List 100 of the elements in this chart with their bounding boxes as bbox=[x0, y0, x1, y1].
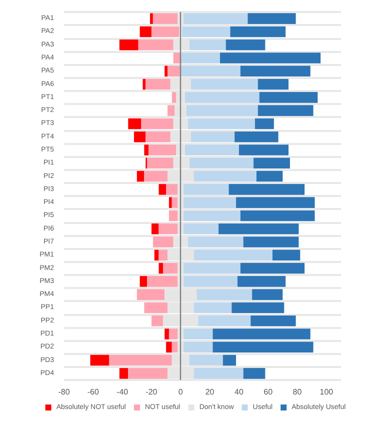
bar bbox=[240, 66, 310, 77]
bar bbox=[212, 328, 310, 340]
bar bbox=[180, 66, 240, 77]
bar bbox=[141, 118, 174, 130]
x-tick-label: 100 bbox=[320, 388, 334, 396]
bar bbox=[142, 78, 146, 90]
bar bbox=[190, 78, 258, 90]
bar bbox=[184, 184, 229, 195]
bar bbox=[220, 52, 321, 64]
bar bbox=[168, 105, 175, 116]
bar bbox=[144, 302, 168, 314]
bar bbox=[182, 26, 230, 38]
bar bbox=[90, 354, 110, 366]
bar bbox=[237, 276, 286, 287]
bar bbox=[240, 262, 305, 274]
bar bbox=[240, 210, 315, 222]
bar bbox=[128, 118, 142, 130]
bar bbox=[158, 184, 166, 195]
bar bbox=[152, 13, 178, 24]
x-tick-label: 20 bbox=[205, 388, 215, 396]
bar bbox=[164, 66, 168, 77]
bar bbox=[168, 66, 181, 77]
bar bbox=[218, 223, 299, 234]
bar bbox=[147, 158, 174, 169]
bar bbox=[196, 289, 252, 300]
bar bbox=[184, 210, 240, 222]
bar bbox=[140, 26, 152, 38]
bar bbox=[222, 354, 236, 366]
bar bbox=[146, 78, 170, 90]
x-tick-label: -20 bbox=[146, 388, 158, 396]
bar bbox=[236, 197, 315, 208]
bar bbox=[119, 39, 138, 50]
bar bbox=[151, 223, 159, 234]
bar bbox=[198, 315, 251, 326]
bar bbox=[168, 210, 178, 222]
bar bbox=[184, 197, 236, 208]
bar bbox=[252, 289, 283, 300]
bar bbox=[184, 342, 213, 353]
bar bbox=[172, 197, 178, 208]
x-tick-label: -80 bbox=[58, 388, 70, 396]
bar bbox=[194, 170, 256, 182]
bar bbox=[134, 131, 146, 142]
bar bbox=[254, 158, 290, 169]
bar bbox=[185, 144, 239, 156]
x-tick-label: 60 bbox=[264, 388, 274, 396]
bar bbox=[109, 354, 172, 366]
bar bbox=[256, 170, 283, 182]
bar bbox=[250, 315, 296, 326]
bar bbox=[184, 328, 213, 340]
bar bbox=[166, 184, 178, 195]
bar bbox=[259, 92, 318, 103]
bar bbox=[189, 354, 223, 366]
bar bbox=[232, 302, 284, 314]
bar bbox=[150, 13, 153, 24]
bar bbox=[243, 368, 266, 379]
bar bbox=[190, 131, 235, 142]
x-tick-label: -40 bbox=[116, 388, 129, 396]
x-tick-label: 0 bbox=[178, 388, 184, 396]
bar bbox=[136, 289, 165, 300]
bar bbox=[168, 197, 172, 208]
bar bbox=[140, 276, 148, 287]
bar bbox=[173, 52, 181, 64]
bar bbox=[184, 223, 219, 234]
bar bbox=[185, 92, 260, 103]
bar bbox=[152, 236, 174, 248]
bar bbox=[166, 342, 172, 353]
bar bbox=[188, 118, 255, 130]
bar bbox=[128, 368, 168, 379]
bar bbox=[234, 131, 278, 142]
bar bbox=[228, 184, 305, 195]
bar bbox=[154, 250, 159, 261]
x-tick-label: 80 bbox=[292, 388, 302, 396]
bar bbox=[158, 250, 168, 261]
bar bbox=[138, 39, 174, 50]
bar bbox=[189, 158, 254, 169]
bar bbox=[180, 52, 220, 64]
bar bbox=[258, 78, 289, 90]
bar bbox=[144, 170, 168, 182]
x-tick-label: 40 bbox=[234, 388, 244, 396]
bar bbox=[243, 236, 299, 248]
bar bbox=[188, 236, 244, 248]
bar bbox=[189, 39, 226, 50]
bar bbox=[163, 262, 178, 274]
bar bbox=[168, 328, 178, 340]
bar bbox=[184, 262, 240, 274]
bar bbox=[212, 342, 314, 353]
bar bbox=[164, 328, 169, 340]
bar bbox=[148, 144, 176, 156]
bar bbox=[248, 13, 296, 24]
bar bbox=[230, 26, 286, 38]
bar bbox=[147, 276, 178, 287]
x-tick-label: -60 bbox=[87, 388, 100, 396]
bar bbox=[194, 368, 244, 379]
bar bbox=[146, 131, 170, 142]
bar bbox=[144, 144, 149, 156]
bar bbox=[136, 170, 144, 182]
bar bbox=[194, 250, 272, 261]
bar bbox=[226, 39, 266, 50]
bar bbox=[151, 315, 164, 326]
bar bbox=[184, 276, 238, 287]
